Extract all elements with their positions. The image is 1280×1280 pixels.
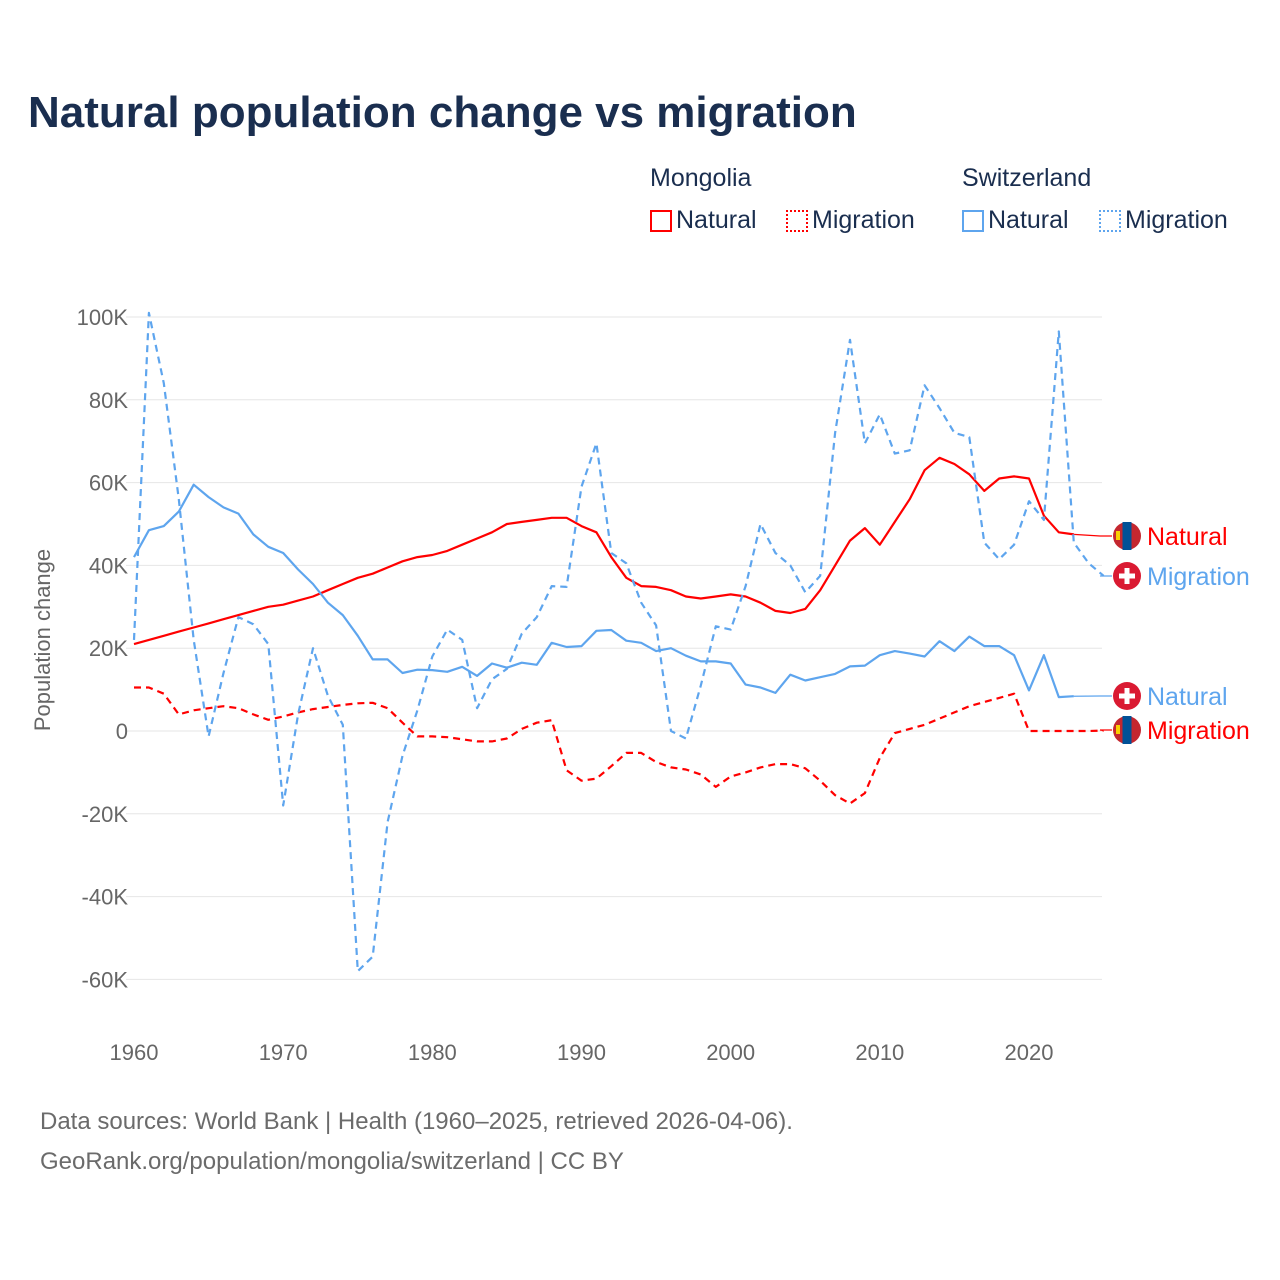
y-tick-label: -60K <box>82 967 129 992</box>
x-tick-label: 1960 <box>110 1040 159 1065</box>
legend-group-mongolia: Mongolia <box>650 164 752 192</box>
swiss-cross <box>1119 693 1135 699</box>
legend-mongolia-natural[interactable]: Natural <box>650 206 757 235</box>
x-tick-label: 2000 <box>706 1040 755 1065</box>
y-tick-label: 80K <box>89 388 128 413</box>
series-end-label: Migration <box>1147 563 1250 591</box>
x-tick-label: 2010 <box>855 1040 904 1065</box>
label-connector <box>1073 533 1112 537</box>
legend-label: Migration <box>812 206 915 234</box>
y-tick-label: -20K <box>82 802 129 827</box>
legend-mongolia-migration[interactable]: Migration <box>786 206 915 235</box>
label-connector <box>1099 729 1112 732</box>
legend-swatch-dotted <box>1099 209 1121 232</box>
legend-label: Natural <box>988 206 1069 234</box>
series-line-0 <box>133 456 1074 646</box>
y-tick-label: -40K <box>82 885 129 910</box>
y-tick-label: 100K <box>77 305 129 330</box>
y-tick-label: 0 <box>116 719 128 744</box>
legend-switzerland-migration[interactable]: Migration <box>1099 206 1228 235</box>
y-tick-label: 40K <box>89 553 128 578</box>
legend-swatch-dotted <box>786 209 808 232</box>
x-tick-label: 1990 <box>557 1040 606 1065</box>
legend-switzerland-natural[interactable]: Natural <box>962 206 1069 235</box>
series-end-label: Migration <box>1147 717 1250 745</box>
x-tick-label: 1970 <box>259 1040 308 1065</box>
y-axis-label: Population change <box>30 549 55 731</box>
chart-title: Natural population change vs migration <box>28 88 857 137</box>
series-line-1 <box>134 686 1104 805</box>
mongolia-soyombo <box>1116 531 1120 540</box>
mongolia-flag-stripe <box>1122 716 1132 744</box>
legend-swatch-solid <box>962 209 984 232</box>
footer-sources: Data sources: World Bank | Health (1960–… <box>40 1108 793 1135</box>
legend-group-switzerland: Switzerland <box>962 164 1092 192</box>
footer-link[interactable]: GeoRank.org/population/mongolia/switzerl… <box>40 1148 624 1175</box>
legend-label: Migration <box>1125 206 1228 234</box>
legend-label: Natural <box>676 206 757 234</box>
mongolia-soyombo <box>1116 725 1120 734</box>
swiss-cross <box>1119 573 1135 579</box>
series-line-2 <box>133 483 1074 699</box>
legend-swatch-solid <box>650 209 672 232</box>
y-tick-label: 60K <box>89 471 128 496</box>
series-end-label: Natural <box>1147 683 1228 711</box>
series-line-3 <box>132 311 1105 973</box>
x-tick-label: 2020 <box>1005 1040 1054 1065</box>
mongolia-flag-stripe <box>1122 522 1132 550</box>
x-tick-label: 1980 <box>408 1040 457 1065</box>
series-end-label: Natural <box>1147 523 1228 551</box>
y-tick-label: 20K <box>89 636 128 661</box>
